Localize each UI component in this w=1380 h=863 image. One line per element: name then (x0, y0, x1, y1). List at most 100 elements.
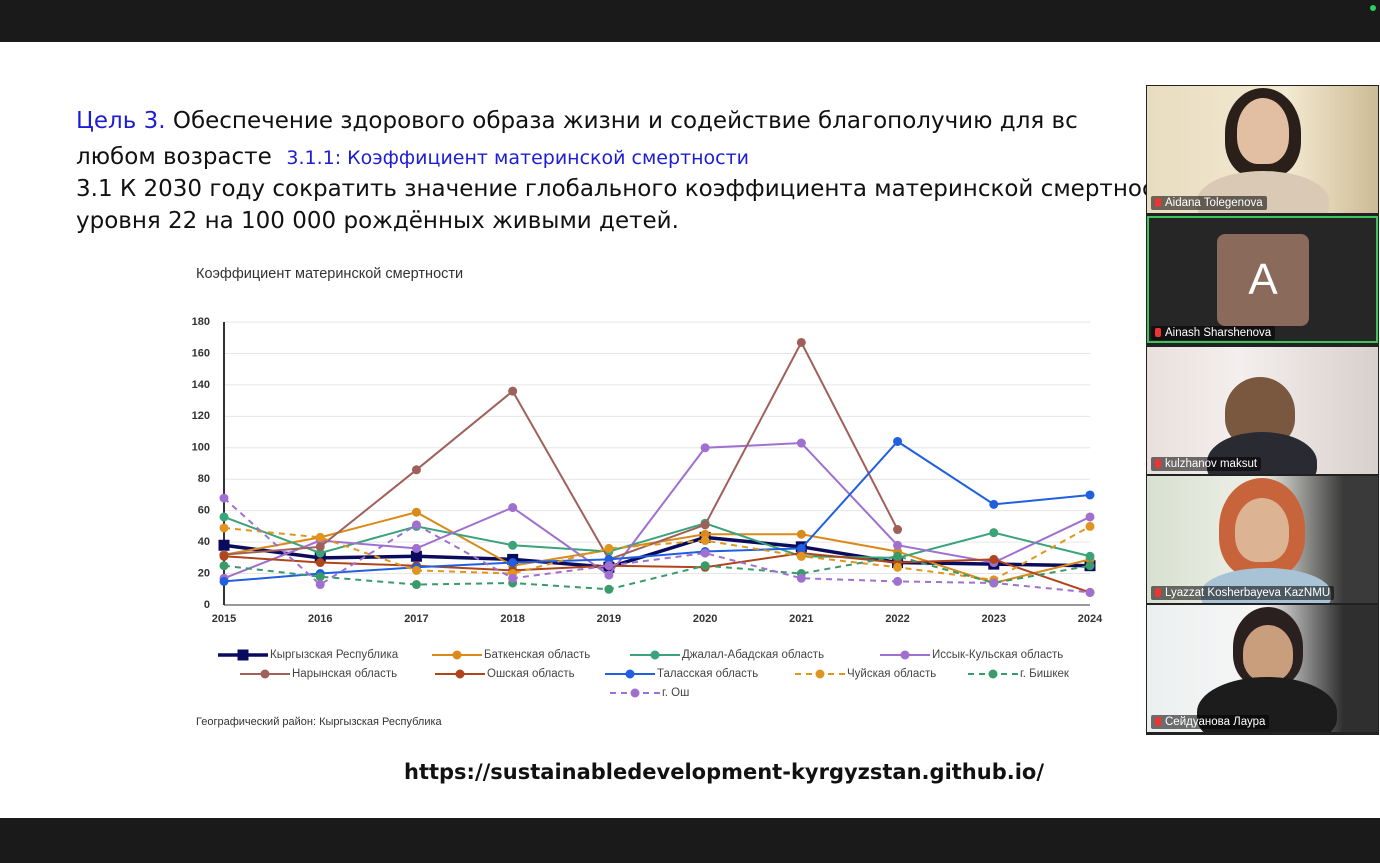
series-line (223, 555, 1091, 591)
marker (219, 561, 229, 571)
series-line (223, 497, 1091, 594)
series-line (223, 511, 1091, 585)
marker (630, 688, 640, 698)
marker (219, 493, 229, 503)
marker (700, 536, 710, 546)
marker (411, 580, 421, 590)
legend-item: Джалал-Абадская область (630, 649, 824, 661)
marker (1085, 561, 1095, 571)
legend-label: г. Бишкек (1020, 668, 1070, 680)
legend-item: Чуйская область (795, 668, 936, 680)
legend-item: Кыргызская Республика (218, 649, 399, 661)
url[interactable]: https://sustainabledevelopment-kyrgyzsta… (404, 760, 1045, 784)
marker (411, 465, 421, 475)
y-tick-label: 60 (198, 505, 210, 517)
series-line (223, 440, 1091, 583)
marker (893, 525, 903, 535)
marker (700, 520, 710, 530)
series-line (223, 442, 1091, 580)
marker (893, 576, 903, 586)
heading: Цель 3. Обеспечение здорового образа жиз… (76, 108, 1078, 134)
x-tick-label: 2021 (789, 613, 813, 625)
marker (508, 558, 518, 568)
marker (604, 570, 614, 580)
series-line (223, 516, 1091, 559)
video-tile[interactable]: A Ainash Sharshenova (1147, 216, 1378, 343)
participant-name: Lyazzat Kosherbayeva KazNMU (1151, 586, 1335, 600)
marker (1085, 490, 1095, 500)
legend-label: Чуйская область (847, 668, 936, 680)
y-tick-label: 160 (192, 347, 210, 359)
marker (219, 512, 229, 522)
y-tick-label: 140 (192, 379, 210, 391)
y-tick-label: 40 (198, 536, 210, 548)
marker (796, 551, 806, 561)
marker (893, 562, 903, 572)
y-tick-label: 80 (198, 473, 210, 485)
marker (989, 499, 999, 509)
marker (796, 573, 806, 583)
marker (455, 669, 465, 679)
marker (893, 436, 903, 446)
legend-item: г. Ош (610, 687, 689, 699)
heading-text: любом возрасте (76, 144, 272, 170)
marker (218, 539, 230, 551)
marker (315, 580, 325, 590)
marker (508, 503, 518, 513)
marker (893, 540, 903, 550)
heading: любом возрасте 3.1.1: Коэффициент матери… (76, 144, 749, 170)
marker (900, 650, 910, 660)
marker (508, 540, 518, 550)
top-bar (0, 0, 1380, 42)
marker (604, 543, 614, 553)
marker (1085, 551, 1095, 561)
marker (700, 443, 710, 453)
legend-item: Таласская область (605, 668, 758, 680)
series (219, 521, 1095, 585)
marker (796, 337, 806, 347)
x-tick-label: 2017 (404, 613, 428, 625)
marker (508, 573, 518, 583)
marker (1085, 512, 1095, 522)
video-tile[interactable]: Aidana Tolegenova (1147, 86, 1378, 213)
marker (315, 542, 325, 552)
marker (1085, 587, 1095, 597)
legend-label: Баткенская область (484, 649, 590, 661)
marker (650, 650, 660, 660)
marker (237, 649, 249, 661)
legend-label: Ошская область (487, 668, 575, 680)
marker (411, 565, 421, 575)
marker (219, 576, 229, 586)
marker (411, 507, 421, 517)
x-tick-label: 2023 (982, 613, 1006, 625)
x-tick-label: 2022 (885, 613, 909, 625)
legend-item: Баткенская область (432, 649, 590, 661)
indicator: 3.1.1: Коэффициент материнской смертност… (286, 147, 750, 169)
marker (796, 543, 806, 553)
series-line (223, 525, 1091, 581)
marker (315, 558, 325, 568)
marker (219, 523, 229, 533)
video-tile[interactable]: Lyazzat Kosherbayeva KazNMU (1147, 476, 1378, 603)
chart-title: Коэффициент материнской смертности (196, 266, 463, 282)
target-text: уровня 22 на 100 000 рождённых живыми де… (76, 208, 679, 234)
goal-label: Цель 3. (76, 108, 166, 134)
bottom-bar (0, 818, 1380, 863)
participant-name: kulzhanov maksut (1151, 457, 1262, 471)
x-tick-label: 2015 (212, 613, 236, 625)
marker (604, 561, 614, 571)
video-tile[interactable]: Сейдуанова Лаура (1147, 605, 1378, 732)
marker (219, 551, 229, 561)
legend-label: Нарынская область (292, 668, 397, 680)
chart: Коэффициент материнской смертности Геогр… (192, 266, 1103, 728)
series (219, 337, 903, 564)
participant-name: Aidana Tolegenova (1151, 196, 1267, 210)
x-tick-label: 2016 (308, 613, 332, 625)
y-tick-label: 20 (198, 567, 210, 579)
video-tile[interactable]: kulzhanov maksut (1147, 347, 1378, 474)
heading-text: Обеспечение здорового образа жизни и сод… (172, 108, 1078, 134)
legend-label: Таласская область (657, 668, 758, 680)
marker (625, 669, 635, 679)
marker (989, 554, 999, 564)
